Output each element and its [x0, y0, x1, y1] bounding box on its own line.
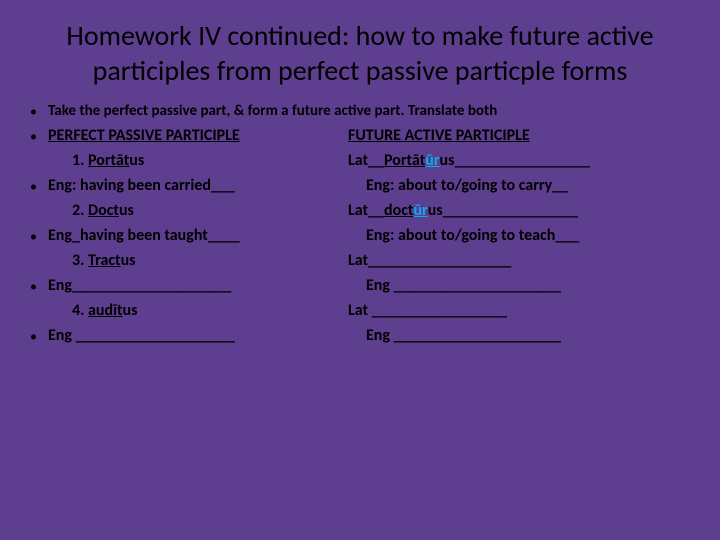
- bullet-icon: •: [30, 325, 48, 348]
- item-1-english: • Eng: having been carried___ Eng: about…: [30, 175, 690, 198]
- eng-left: Eng_having been taught____: [48, 225, 348, 247]
- item-4-english: • Eng ____________________ Eng _________…: [30, 325, 690, 348]
- instruction-row: • Take the perfect passive part, & form …: [30, 100, 690, 123]
- root: audīt: [88, 301, 123, 320]
- item-2-english: • Eng_having been taught____ Eng: about …: [30, 225, 690, 248]
- lat-prefix: Lat__: [348, 201, 384, 220]
- instruction-text: Take the perfect passive part, & form a …: [48, 100, 690, 122]
- lat-blank: Lat__________________: [348, 250, 690, 272]
- bullet-icon: •: [30, 125, 48, 148]
- num: 2.: [72, 201, 88, 220]
- header-right: FUTURE ACTIVE PARTICIPLE: [348, 125, 690, 147]
- content-area: • Take the perfect passive part, & form …: [0, 96, 720, 348]
- header-row: • PERFECT PASSIVE PARTICIPLE FUTURE ACTI…: [30, 125, 690, 148]
- root: Doct: [88, 201, 119, 220]
- num: 3.: [72, 251, 88, 270]
- root: doct: [384, 201, 413, 220]
- num: 1.: [72, 151, 88, 170]
- lat-blank: Lat _________________: [348, 300, 690, 322]
- ur-infix: ūr: [425, 151, 439, 170]
- eng-right: Eng: about to/going to teach___: [348, 225, 690, 247]
- item-1-latin: • 1. Portātus Lat__Portātūrus___________…: [30, 150, 690, 173]
- lat-prefix: Lat__: [348, 151, 384, 170]
- num: 4.: [72, 301, 88, 320]
- header-left: PERFECT PASSIVE PARTICIPLE: [48, 125, 348, 147]
- ending: us: [129, 151, 144, 170]
- blank: _________________: [454, 151, 589, 170]
- eng-right: Eng _____________________: [348, 275, 690, 297]
- blank: _________________: [443, 201, 578, 220]
- ending: us: [428, 201, 443, 220]
- item-3-english: • Eng____________________ Eng __________…: [30, 275, 690, 298]
- ending: us: [121, 251, 136, 270]
- root: Tract: [88, 251, 121, 270]
- item-4-latin: • 4. audītus Lat _________________: [30, 300, 690, 323]
- eng-left: Eng ____________________: [48, 325, 348, 347]
- slide-title: Homework IV continued: how to make futur…: [0, 0, 720, 96]
- eng-right: Eng: about to/going to carry__: [348, 175, 690, 197]
- bullet-icon: •: [30, 175, 48, 198]
- eng-left: Eng: having been carried___: [48, 175, 348, 197]
- bullet-icon: •: [30, 275, 48, 298]
- item-2-latin: • 2. Doctus Lat__doctūrus_______________…: [30, 200, 690, 223]
- eng-left: Eng____________________: [48, 275, 348, 297]
- root: Portāt: [384, 151, 425, 170]
- ur-infix: ūr: [413, 201, 427, 220]
- ending: us: [119, 201, 134, 220]
- root: Portāt: [88, 151, 129, 170]
- ending: us: [440, 151, 455, 170]
- eng-right: Eng _____________________: [348, 325, 690, 347]
- ending: us: [123, 301, 138, 320]
- bullet-icon: •: [30, 225, 48, 248]
- item-3-latin: • 3. Tractus Lat__________________: [30, 250, 690, 273]
- bullet-icon: •: [30, 100, 48, 123]
